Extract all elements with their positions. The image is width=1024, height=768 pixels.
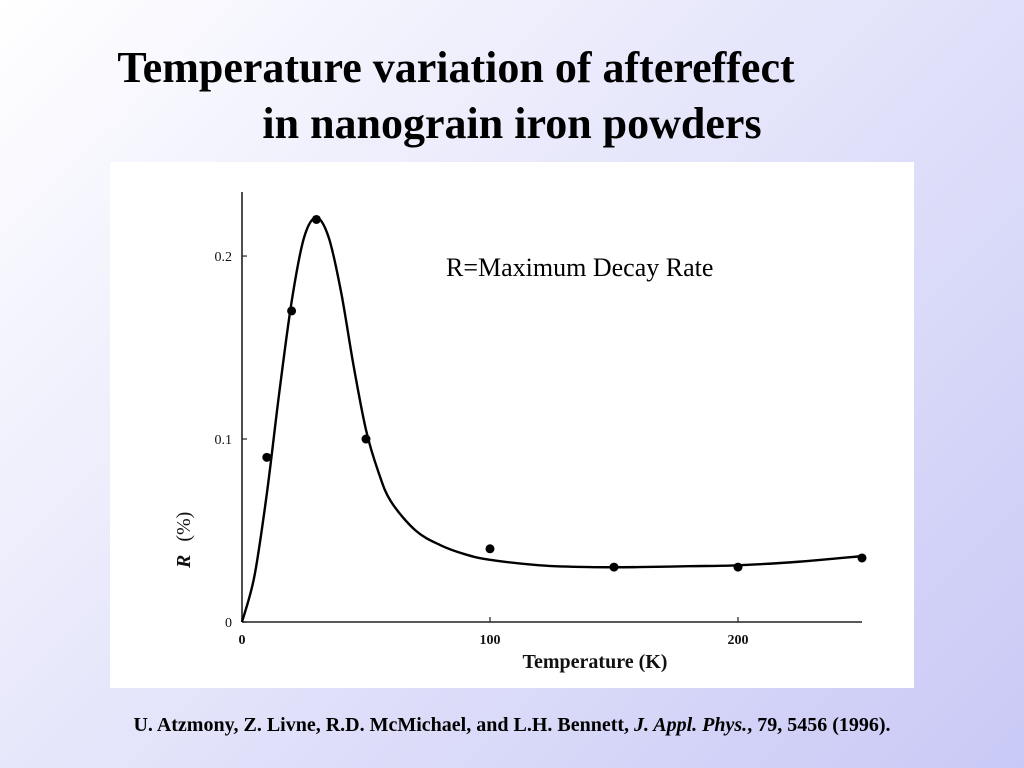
svg-text:R (%): R (%)	[173, 512, 195, 569]
slide-title: Temperature variation of aftereffect in …	[0, 40, 1024, 152]
data-point	[262, 452, 272, 462]
fit-curve	[240, 216, 863, 623]
x-axis-label: Temperature (K)	[523, 651, 668, 673]
data-point	[361, 434, 371, 444]
chart-annotation: R=Maximum Decay Rate	[446, 253, 713, 282]
citation-authors: U. Atzmony, Z. Livne, R.D. McMichael, an…	[133, 714, 635, 736]
y-tick-label: 0	[225, 616, 232, 631]
citation-journal: J. Appl. Phys.	[634, 714, 748, 736]
data-point	[733, 562, 743, 572]
y-tick-label: 0.2	[215, 250, 233, 265]
x-tick-label: 200	[728, 633, 749, 648]
title-line-2: in nanograin iron powders	[262, 99, 762, 148]
citation: U. Atzmony, Z. Livne, R.D. McMichael, an…	[0, 714, 1024, 737]
chart-ticks: 0 100 200 0 0.1 0.2	[215, 250, 749, 648]
data-point	[311, 214, 321, 224]
data-points-layer	[262, 214, 867, 572]
y-axis-label-symbol: R	[173, 555, 195, 569]
chart-panel: 0 100 200 0 0.1 0.2 Temperature (K) R (%) R=M…	[110, 162, 914, 688]
citation-details: , 79, 5456 (1996).	[747, 714, 891, 736]
x-tick-label: 100	[480, 633, 501, 648]
chart-axes	[241, 192, 862, 623]
y-tick-label: 0.1	[215, 433, 233, 448]
data-point	[609, 562, 619, 572]
fit-curve-layer	[240, 216, 863, 623]
data-point	[857, 553, 867, 563]
y-axis-label: R (%)	[173, 512, 195, 569]
r-vs-temperature-chart: 0 100 200 0 0.1 0.2 Temperature (K) R (%) R=M…	[173, 192, 867, 673]
x-tick-label: 0	[239, 633, 246, 648]
data-point	[485, 544, 495, 554]
data-point	[287, 306, 297, 316]
y-axis-label-unit: (%)	[173, 512, 195, 542]
title-line-1: Temperature variation of aftereffect	[117, 43, 795, 92]
